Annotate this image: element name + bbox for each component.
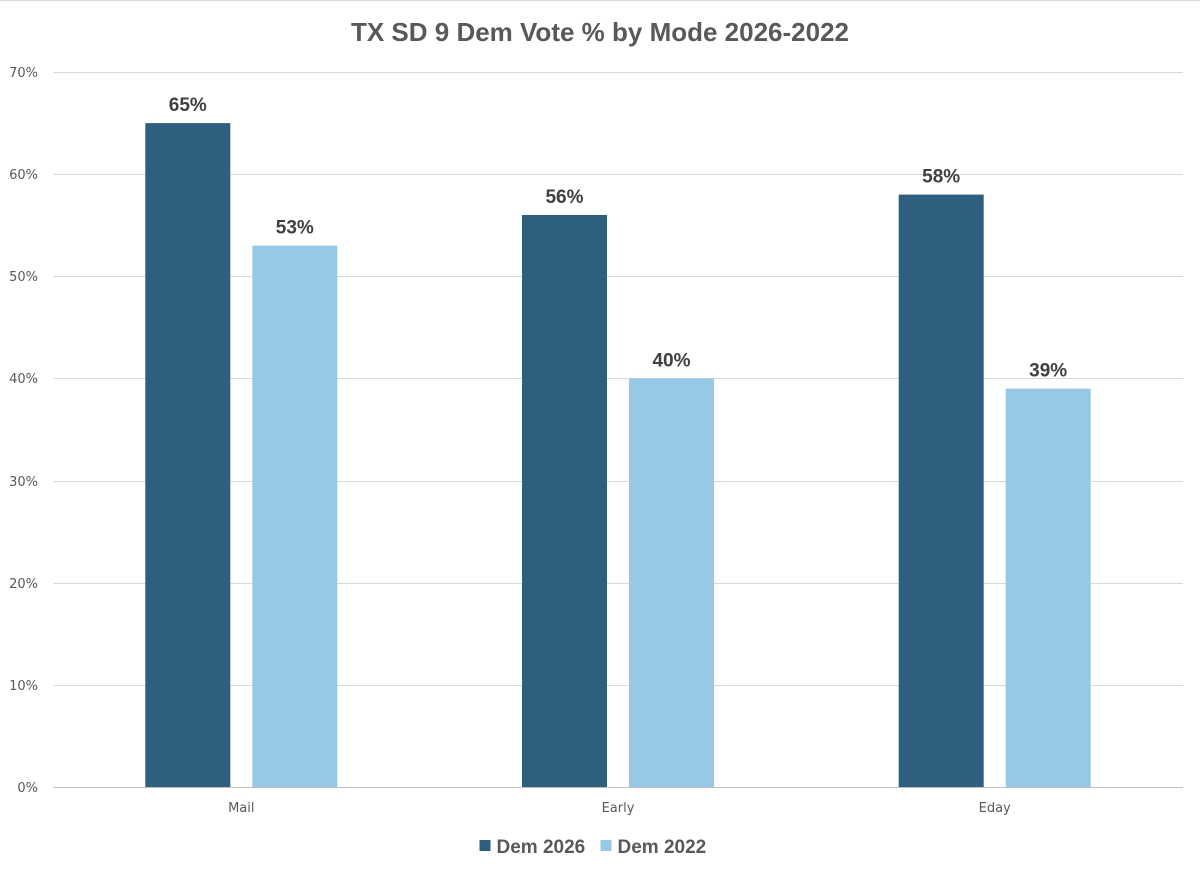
x-tick-label: Early — [602, 801, 635, 816]
legend: Dem 2026 Dem 2022 — [479, 837, 707, 858]
bar — [522, 215, 607, 787]
bars — [145, 123, 1091, 788]
data-label: 40% — [652, 350, 690, 371]
y-axis-tick-labels: 0% 10% 20% 30% 40% 50% 60% 70% — [9, 66, 38, 796]
legend-label: Dem 2022 — [618, 837, 707, 858]
y-tick-label: 20% — [9, 577, 38, 592]
bar — [629, 378, 714, 787]
legend-swatch — [600, 840, 612, 851]
y-tick-label: 10% — [9, 679, 38, 694]
data-labels: 65% 53% 56% 40% 58% 39% — [169, 95, 1068, 382]
y-tick-label: 60% — [9, 168, 38, 183]
y-tick-label: 70% — [9, 66, 38, 81]
y-tick-label: 30% — [9, 475, 38, 490]
data-label: 65% — [169, 95, 207, 116]
x-tick-label: Mail — [228, 801, 254, 816]
bar — [252, 245, 338, 788]
x-tick-label: Eday — [979, 801, 1011, 816]
x-axis-tick-labels: Mail Early Eday — [228, 801, 1011, 816]
y-tick-label: 0% — [17, 781, 38, 796]
y-tick-label: 40% — [9, 372, 38, 387]
legend-label: Dem 2026 — [497, 837, 586, 858]
y-tick-label: 50% — [9, 270, 38, 285]
data-label: 56% — [545, 187, 583, 208]
data-label: 39% — [1029, 361, 1067, 382]
bar — [1005, 388, 1091, 787]
data-label: 58% — [922, 167, 960, 188]
bar — [145, 123, 231, 788]
gridlines — [53, 72, 1183, 788]
chart-title: TX SD 9 Dem Vote % by Mode 2026-2022 — [351, 17, 849, 47]
legend-swatch — [479, 840, 491, 851]
data-label: 53% — [276, 218, 314, 239]
bar — [898, 194, 984, 788]
